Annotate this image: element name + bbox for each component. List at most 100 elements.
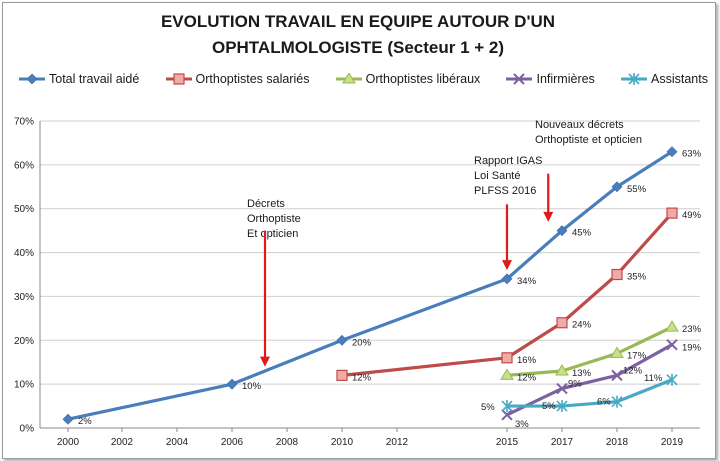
x-tick-label: 2004 — [166, 437, 189, 448]
data-point — [336, 334, 348, 346]
x-tick-label: 2010 — [331, 437, 354, 448]
x-tick-label: 2006 — [221, 437, 244, 448]
legend-label: Infirmières — [536, 72, 595, 86]
arrow-head — [543, 211, 554, 222]
data-point — [501, 409, 513, 421]
annotation-text: Orthoptiste — [247, 213, 301, 225]
legend-label: Orthoptistes libéraux — [365, 72, 481, 86]
data-point — [556, 317, 568, 329]
data-label: 11% — [644, 373, 663, 384]
data-point — [62, 413, 74, 425]
legend-marker — [341, 73, 356, 84]
legend-item: Infirmières — [505, 72, 595, 86]
data-label: 16% — [517, 355, 537, 366]
data-label: 12% — [352, 372, 372, 383]
data-label: 6% — [597, 397, 611, 408]
data-label: 45% — [572, 228, 592, 239]
data-point — [611, 181, 623, 193]
data-label: 12% — [623, 365, 643, 376]
data-point — [501, 352, 513, 364]
x-tick-label: 2012 — [386, 437, 409, 448]
legend-marker — [628, 73, 640, 85]
data-point — [556, 400, 568, 413]
legend-marker — [26, 73, 38, 85]
data-point — [336, 369, 348, 381]
legend-swatch — [19, 73, 45, 85]
annotation-text: Décrets — [247, 198, 285, 210]
data-point — [610, 346, 624, 358]
x-tick-label: 2015 — [496, 437, 519, 448]
data-label: 12% — [517, 372, 537, 383]
y-tick-label: 60% — [14, 160, 34, 171]
x-tick-label: 2000 — [57, 437, 80, 448]
x-tick-label: 2008 — [276, 437, 299, 448]
legend-item: Total travail aidé — [18, 72, 139, 86]
annotation-text: Rapport IGAS — [474, 155, 542, 167]
data-point — [555, 364, 569, 376]
legend-marker — [513, 73, 526, 85]
data-point — [501, 273, 513, 285]
annotation-text: Nouveaux décrets — [535, 119, 624, 131]
data-label: 5% — [542, 401, 556, 412]
legend-swatch — [621, 73, 647, 85]
legend-swatch — [165, 73, 192, 85]
data-label: 5% — [481, 402, 495, 413]
data-label: 10% — [242, 381, 262, 392]
series-line — [507, 378, 673, 408]
legend-marker — [172, 73, 185, 85]
y-tick-label: 20% — [14, 336, 34, 347]
data-point — [611, 268, 623, 281]
data-point — [556, 382, 568, 395]
data-point — [500, 368, 514, 380]
data-point — [611, 395, 623, 408]
chart-title-line2: OPHTALMOLOGISTE (Secteur 1 + 2) — [211, 38, 505, 57]
data-point — [666, 207, 678, 219]
arrow-head — [260, 356, 270, 367]
legend-label: Orthoptistes salariés — [195, 72, 310, 86]
arrow-head — [502, 260, 512, 271]
data-point — [666, 146, 678, 158]
annotation-text: Loi Santé — [474, 170, 520, 182]
data-label: 20% — [352, 337, 372, 348]
data-label: 49% — [682, 210, 702, 221]
legend-swatch — [506, 73, 533, 85]
legend-item: Assistants — [620, 72, 708, 86]
data-label: 55% — [627, 184, 647, 195]
annotation-text: Et opticien — [247, 228, 298, 240]
chart-title-line1: EVOLUTION TRAVAIL EN EQUIPE AUTOUR D'UN — [160, 12, 556, 31]
x-tick-label: 2019 — [661, 437, 684, 448]
data-label: 17% — [627, 350, 647, 361]
series-line — [506, 325, 673, 377]
data-point — [226, 378, 238, 390]
data-label: 19% — [682, 343, 702, 354]
legend-item: Orthoptistes salariés — [165, 72, 310, 86]
y-tick-label: 70% — [14, 117, 34, 128]
data-label: 35% — [627, 272, 647, 283]
data-label: 2% — [78, 416, 92, 427]
x-tick-label: 2018 — [606, 437, 629, 448]
y-tick-label: 50% — [14, 204, 34, 215]
data-point — [666, 373, 678, 386]
data-point — [556, 225, 568, 237]
data-label: 3% — [515, 419, 529, 430]
data-point — [666, 338, 678, 351]
data-point — [665, 320, 679, 332]
legend-item: Orthoptistes libéraux — [335, 72, 481, 86]
data-label: 13% — [572, 368, 592, 379]
data-label: 9% — [568, 379, 582, 390]
legend-label: Assistants — [651, 72, 708, 86]
chart-legend: Total travail aidé Orthoptistes salariés O… — [18, 72, 708, 86]
y-tick-label: 0% — [20, 424, 35, 435]
legend-label: Total travail aidé — [49, 72, 140, 86]
data-label: 24% — [572, 320, 592, 331]
annotation-text: PLFSS 2016 — [474, 185, 536, 197]
data-label: 34% — [517, 276, 537, 287]
data-point — [611, 369, 623, 382]
y-tick-label: 30% — [14, 292, 34, 303]
y-tick-label: 40% — [14, 248, 34, 259]
data-label: 23% — [682, 324, 702, 335]
annotation-text: Orthoptiste et opticien — [535, 134, 642, 146]
data-label: 63% — [682, 149, 702, 160]
x-tick-label: 2017 — [551, 437, 574, 448]
